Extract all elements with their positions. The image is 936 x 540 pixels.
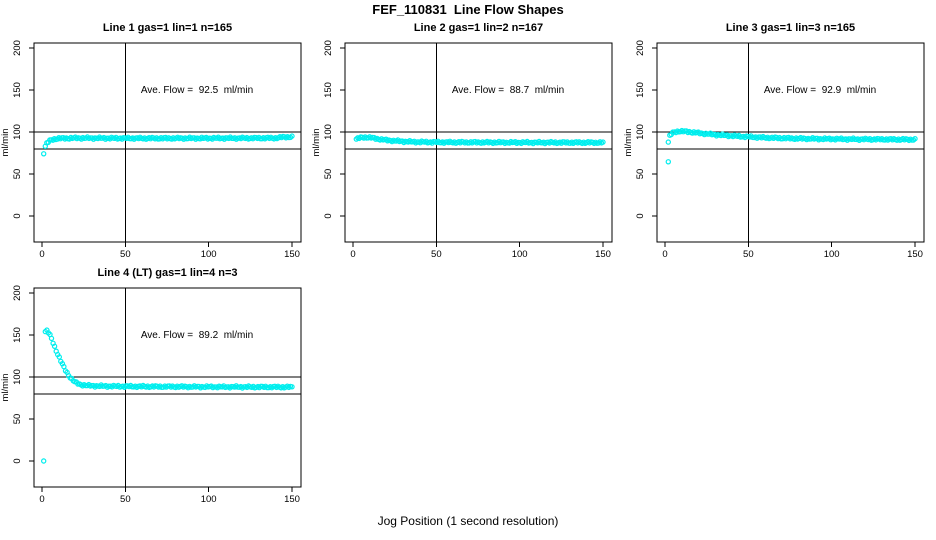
data-points [41,327,295,464]
x-tick-label: 50 [743,249,754,260]
x-tick-label: 0 [662,249,667,260]
y-tick-label: 200 [635,40,646,56]
x-tick-label: 100 [201,494,217,505]
y-tick-label: 50 [12,414,23,425]
y-axis-label: ml/min [311,129,322,157]
x-tick-label: 100 [201,249,217,260]
x-tick-label: 100 [824,249,840,260]
y-tick-label: 150 [635,82,646,98]
y-tick-label: 100 [635,124,646,140]
plot-box [33,42,302,243]
x-tick-label: 50 [120,494,131,505]
outlier-point [665,159,672,165]
plot-line-1-ave-flow-label: Ave. Flow = 92.5 ml/min [140,85,254,96]
plot-line-4-canvas: 0 50 100 150 0 50 100 150 200 ml/min [0,285,302,505]
y-tick-label: 150 [323,82,334,98]
x-tick-label: 50 [431,249,442,260]
x-tick-label: 50 [120,249,131,260]
y-tick-label: 200 [323,40,334,56]
y-tick-label: 150 [12,327,23,343]
y-tick-label: 100 [323,124,334,140]
y-axis-label: ml/min [0,374,11,402]
data-points [665,127,918,165]
x-tick-label: 150 [284,494,300,505]
y-tick-label: 50 [12,169,23,180]
y-tick-label: 50 [635,169,646,180]
x-tick-label: 150 [907,249,923,260]
data-points [41,133,295,157]
y-tick-label: 0 [323,213,334,218]
plot-line-4-title: Line 4 (LT) gas=1 lin=4 n=3 [97,267,238,279]
plot-line-3-canvas: 0 50 100 150 0 50 100 150 200 ml/min [623,40,925,260]
axes [652,42,925,247]
plot-line-4: Line 4 (LT) gas=1 lin=4 n=3 Ave. Flow = … [0,260,312,505]
x-tick-label: 150 [284,249,300,260]
y-tick-label: 0 [635,213,646,218]
y-tick-label: 100 [12,124,23,140]
x-axis-label: Jog Position (1 second resolution) [377,514,559,528]
y-tick-label: 200 [12,285,23,301]
outlier-point [41,458,47,464]
plot-line-2: Line 2 gas=1 lin=2 n=167 Ave. Flow = 88.… [311,15,623,260]
x-tick-label: 0 [39,494,44,505]
plot-line-1-canvas: 0 50 100 150 0 50 100 150 200 ml/min [0,40,302,260]
x-tick-label: 0 [350,249,355,260]
x-tick-label: 0 [39,249,44,260]
y-tick-label: 200 [12,40,23,56]
plot-box [344,42,613,243]
plot-line-3-ave-flow-label: Ave. Flow = 92.9 ml/min [763,85,877,96]
plot-box [33,287,302,488]
plot-box [656,42,925,243]
plot-line-1: Line 1 gas=1 lin=1 n=165 Ave. Flow = 92.… [0,15,312,260]
outlier-point [41,151,47,157]
y-tick-label: 0 [12,458,23,463]
x-tick-label: 150 [595,249,611,260]
y-tick-label: 100 [12,369,23,385]
plot-line-3: Line 3 gas=1 lin=3 n=165 Ave. Flow = 92.… [623,15,935,260]
plot-line-1-title: Line 1 gas=1 lin=1 n=165 [102,22,233,34]
x-tick-label: 100 [512,249,528,260]
y-tick-label: 0 [12,213,23,218]
plot-line-4-ave-flow-label: Ave. Flow = 89.2 ml/min [140,330,254,341]
y-tick-label: 150 [12,82,23,98]
figure-title: FEF_110831 Line Flow Shapes [372,2,564,17]
y-tick-label: 50 [323,169,334,180]
y-axis-label: ml/min [0,129,11,157]
y-axis-label: ml/min [623,129,634,157]
plot-line-3-title: Line 3 gas=1 lin=3 n=165 [725,22,856,34]
plot-line-2-title: Line 2 gas=1 lin=2 n=167 [413,22,544,34]
data-points [353,134,606,147]
plot-line-2-canvas: 0 50 100 150 0 50 100 150 200 ml/min [311,40,613,260]
axes [29,42,302,247]
plot-line-2-ave-flow-label: Ave. Flow = 88.7 ml/min [451,85,565,96]
